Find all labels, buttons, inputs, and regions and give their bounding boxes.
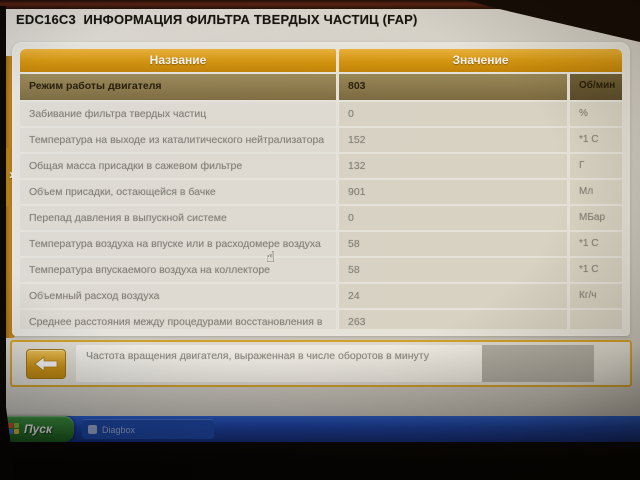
description-box-end — [482, 345, 594, 382]
chevron-right-icon: › — [9, 167, 14, 182]
row-unit: Мл — [570, 180, 622, 204]
table-row[interactable]: Перепад давления в выпускной системе 0 М… — [20, 206, 622, 230]
row-name: Температура на выходе из каталитического… — [20, 128, 336, 152]
column-header-value: Значение — [339, 49, 622, 72]
diagnostic-app-window: EDC16C3 ИНФОРМАЦИЯ ФИЛЬТРА ТВЕРДЫХ ЧАСТИ… — [0, 0, 640, 442]
row-name: Режим работы двигателя — [20, 74, 336, 100]
desk-area — [0, 442, 640, 480]
start-button[interactable]: Пуск — [0, 416, 74, 442]
table-row[interactable]: Температура воздуха на впуске или в расх… — [20, 232, 622, 256]
row-unit: Г — [570, 154, 622, 178]
parameters-table: Название Значение Режим работы двигателя… — [20, 49, 622, 329]
table-row[interactable]: Среднее расстояния между процедурами вос… — [20, 310, 622, 329]
row-name: Перепад давления в выпускной системе — [20, 206, 336, 230]
row-value: 58 — [339, 232, 567, 256]
table-row[interactable]: Режим работы двигателя 803 Об/мин — [20, 74, 622, 100]
row-unit: *1 C — [570, 128, 622, 152]
start-button-label: Пуск — [24, 422, 53, 436]
row-unit: % — [570, 102, 622, 126]
row-name: Среднее расстояния между процедурами вос… — [20, 310, 336, 329]
row-value: 0 — [339, 206, 567, 230]
table-row[interactable]: Общая масса присадки в сажевом фильтре 1… — [20, 154, 622, 178]
table-row[interactable]: Температура на выходе из каталитического… — [20, 128, 622, 152]
row-unit — [570, 310, 622, 329]
description-bar: Частота вращения двигателя, выраженная в… — [10, 340, 632, 387]
row-unit: МБар — [570, 206, 622, 230]
row-value: 0 — [339, 102, 567, 126]
table-row[interactable]: Объемный расход воздуха 24 Кг/ч — [20, 284, 622, 308]
column-header-name: Название — [20, 49, 336, 72]
row-name: Объем присадки, остающейся в бачке — [20, 180, 336, 204]
back-button[interactable] — [26, 349, 66, 379]
row-value: 263 — [339, 310, 567, 329]
table-row[interactable]: Температура впускаемого воздуха на колле… — [20, 258, 622, 282]
parameter-description-box: Частота вращения двигателя, выраженная в… — [76, 345, 482, 382]
application-icon — [88, 425, 97, 434]
windows-taskbar: Пуск Diagbox — [0, 416, 640, 442]
row-name: Объемный расход воздуха — [20, 284, 336, 308]
row-name: Температура впускаемого воздуха на колле… — [20, 258, 336, 282]
row-value: 901 — [339, 180, 567, 204]
row-value: 132 — [339, 154, 567, 178]
row-unit: *1 C — [570, 258, 622, 282]
row-name: Забивание фильтра твердых частиц — [20, 102, 336, 126]
row-unit: Кг/ч — [570, 284, 622, 308]
left-arrow-icon — [34, 356, 58, 372]
row-value: 152 — [339, 128, 567, 152]
taskbar-task-button[interactable]: Diagbox — [82, 419, 214, 439]
windows-logo-icon — [8, 423, 20, 435]
row-name: Общая масса присадки в сажевом фильтре — [20, 154, 336, 178]
row-value: 24 — [339, 284, 567, 308]
row-unit: Об/мин — [570, 74, 622, 100]
parameters-panel: Название Значение Режим работы двигателя… — [12, 42, 630, 336]
task-button-label: Diagbox — [102, 424, 136, 435]
page-title: EDC16C3 ИНФОРМАЦИЯ ФИЛЬТРА ТВЕРДЫХ ЧАСТИ… — [16, 12, 418, 27]
row-value: 58 — [339, 258, 567, 282]
table-row[interactable]: Объем присадки, остающейся в бачке 901 М… — [20, 180, 622, 204]
window-control-icon — [611, 26, 620, 34]
table-header-row: Название Значение — [20, 49, 622, 72]
parameter-description-text: Частота вращения двигателя, выраженная в… — [86, 350, 429, 362]
table-row[interactable]: Забивание фильтра твердых частиц 0 % — [20, 102, 622, 126]
row-unit: *1 C — [570, 232, 622, 256]
row-name: Температура воздуха на впуске или в расх… — [20, 232, 336, 256]
row-value: 803 — [339, 74, 567, 100]
